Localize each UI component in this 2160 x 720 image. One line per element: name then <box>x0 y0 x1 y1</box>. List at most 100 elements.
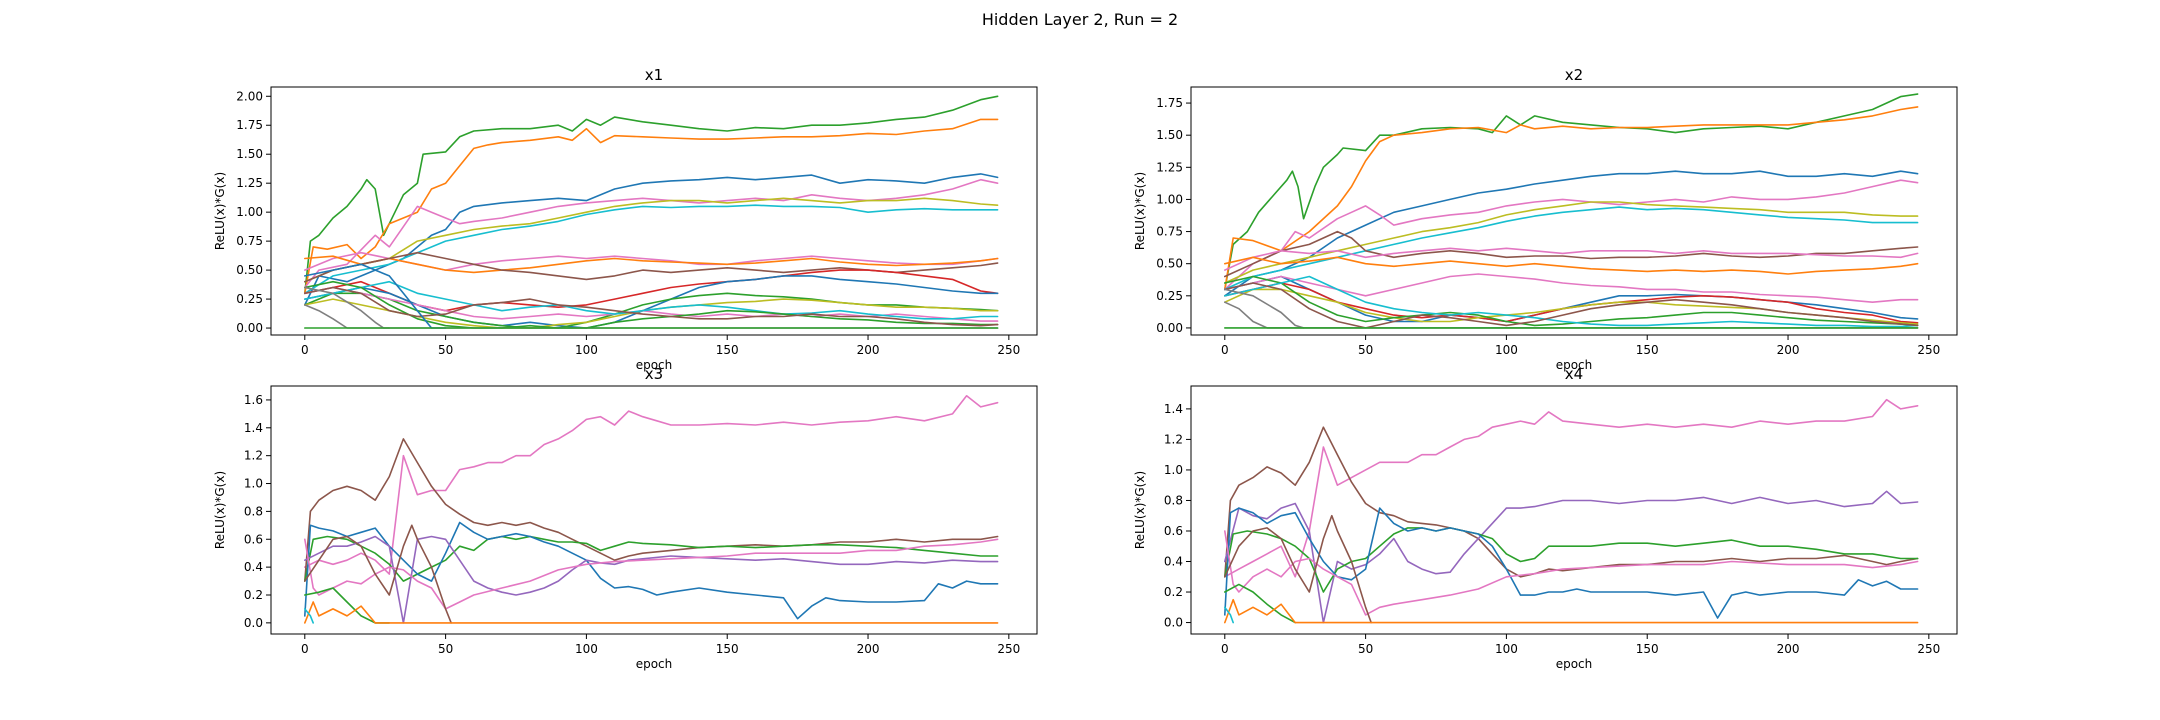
subplot-x4: 0 50 100 150 200 250 0.0 0.2 0.4 0.6 0.8 1.0 1.2 1.4 x… <box>1133 365 1958 671</box>
y-tick-label: 0.2 <box>1164 585 1183 599</box>
y-tick-label: 0.8 <box>244 504 263 518</box>
y-axis-label: ReLU(x)*G(x) <box>1133 172 1147 250</box>
series-line-3 <box>1224 170 1919 297</box>
x-tick-label: 250 <box>997 642 1020 656</box>
y-tick-label: 0.6 <box>1164 524 1183 538</box>
series-line-6 <box>304 204 999 295</box>
series-line-5 <box>1224 201 1919 284</box>
y-tick-label: 0.8 <box>1164 493 1183 507</box>
series-line-8 <box>1224 583 1296 624</box>
series-line-5 <box>304 535 999 624</box>
subplot-grid: 0 50 100 150 200 2500.000.250.500.751.001.251… <box>213 66 1958 671</box>
x-axis-label: epoch <box>636 358 673 372</box>
y-tick-label: 1.0 <box>1164 463 1183 477</box>
x-tick-label: 100 <box>575 343 598 357</box>
series-group <box>304 95 999 329</box>
x-tick-label: 150 <box>1636 642 1659 656</box>
series-line-3 <box>304 173 999 306</box>
x-tick-label: 0 <box>1221 343 1229 357</box>
y-tick-label: 1.50 <box>1156 128 1183 142</box>
series-line-6 <box>304 538 999 610</box>
series-line-20 <box>304 263 447 329</box>
y-tick-label: 1.25 <box>1156 160 1183 174</box>
y-tick-label: 0.75 <box>236 234 263 248</box>
series-line-1 <box>1224 93 1919 291</box>
x-tick-label: 200 <box>1777 343 1800 357</box>
series-line-18 <box>1224 288 1305 329</box>
y-tick-label: 1.4 <box>1164 402 1183 416</box>
series-line-10 <box>1224 606 1234 624</box>
y-tick-label: 0.6 <box>244 532 263 546</box>
series-line-8 <box>1224 247 1919 271</box>
y-tick-label: 0.75 <box>1156 225 1183 239</box>
series-line-2 <box>304 438 999 582</box>
series-line-9 <box>1224 256 1919 275</box>
subplot-title: x2 <box>1565 66 1583 84</box>
subplot-x1: 0 50 100 150 200 250 0.00 0.25 0.50 0.75 1.00 1.25 1… <box>213 66 1038 372</box>
subplot-x2: 0 50 100 150 200 250 0.00 0.25 0.50 0.75 1.00 1.25 1… <box>1133 66 1958 372</box>
y-tick-label: 1.50 <box>236 147 263 161</box>
x-tick-label: 150 <box>1636 343 1659 357</box>
y-tick-label: 1.0 <box>244 477 263 491</box>
subplot-title: x3 <box>645 365 663 383</box>
series-group <box>1224 93 1919 329</box>
x-tick-label: 200 <box>857 642 880 656</box>
series-group <box>1224 398 1919 624</box>
x-tick-label: 0 <box>301 343 309 357</box>
x-tick-label: 100 <box>1495 642 1518 656</box>
x-tick-label: 250 <box>1917 642 1940 656</box>
subplot-x3: 0 50 100 150 200 250 0.0 0.2 0.4 0.6 0.8 1.0 1.2 1.4 1… <box>213 365 1038 671</box>
series-line-15 <box>1224 275 1919 328</box>
y-axis-label: ReLU(x)*G(x) <box>213 471 227 549</box>
series-line-16 <box>304 280 999 329</box>
y-tick-label: 0.25 <box>1156 289 1183 303</box>
series-line-15 <box>304 280 999 320</box>
series-line-2 <box>1224 426 1919 578</box>
series-line-1 <box>1224 398 1919 578</box>
y-tick-label: 1.75 <box>1156 96 1183 110</box>
series-line-10 <box>304 608 314 624</box>
y-tick-label: 0.50 <box>236 263 263 277</box>
axes-frame <box>270 385 1038 635</box>
series-line-6 <box>1224 530 1919 616</box>
x-tick-label: 50 <box>1358 343 1373 357</box>
subplot-title: x1 <box>645 66 663 84</box>
x-tick-label: 150 <box>716 642 739 656</box>
x-axis-label: epoch <box>636 657 673 671</box>
series-line-4 <box>304 521 999 620</box>
x-tick-label: 0 <box>1221 642 1229 656</box>
series-line-6 <box>1224 206 1919 291</box>
series-line-4 <box>1224 179 1919 291</box>
y-tick-label: 1.75 <box>236 118 263 132</box>
x-tick-label: 100 <box>575 642 598 656</box>
y-tick-label: 1.25 <box>236 176 263 190</box>
x-tick-label: 0 <box>301 642 309 656</box>
y-tick-label: 0.0 <box>244 616 263 630</box>
series-line-1 <box>304 95 999 295</box>
y-axis-label: ReLU(x)*G(x) <box>213 172 227 250</box>
y-tick-label: 0.0 <box>1164 616 1183 630</box>
series-line-13 <box>1224 273 1919 303</box>
x-tick-label: 200 <box>857 343 880 357</box>
series-line-2 <box>304 118 999 295</box>
y-tick-label: 1.4 <box>244 421 263 435</box>
y-tick-label: 0.00 <box>236 321 263 335</box>
x-tick-label: 100 <box>1495 343 1518 357</box>
y-tick-label: 1.2 <box>1164 432 1183 446</box>
x-axis-label: epoch <box>1556 657 1593 671</box>
figure-title: Hidden Layer 2, Run = 2 <box>982 10 1178 29</box>
series-line-14 <box>304 286 999 322</box>
series-line-9 <box>1224 598 1919 624</box>
x-tick-label: 50 <box>438 642 453 656</box>
y-tick-label: 1.6 <box>244 393 263 407</box>
series-line-12 <box>304 292 999 329</box>
x-tick-label: 50 <box>1358 642 1373 656</box>
y-tick-label: 0.00 <box>1156 321 1183 335</box>
series-line-16 <box>1224 282 1919 329</box>
series-line-2 <box>1224 106 1919 291</box>
x-tick-label: 250 <box>1917 343 1940 357</box>
y-tick-label: 1.2 <box>244 449 263 463</box>
subplot-title: x4 <box>1565 365 1583 383</box>
y-tick-label: 1.00 <box>236 205 263 219</box>
